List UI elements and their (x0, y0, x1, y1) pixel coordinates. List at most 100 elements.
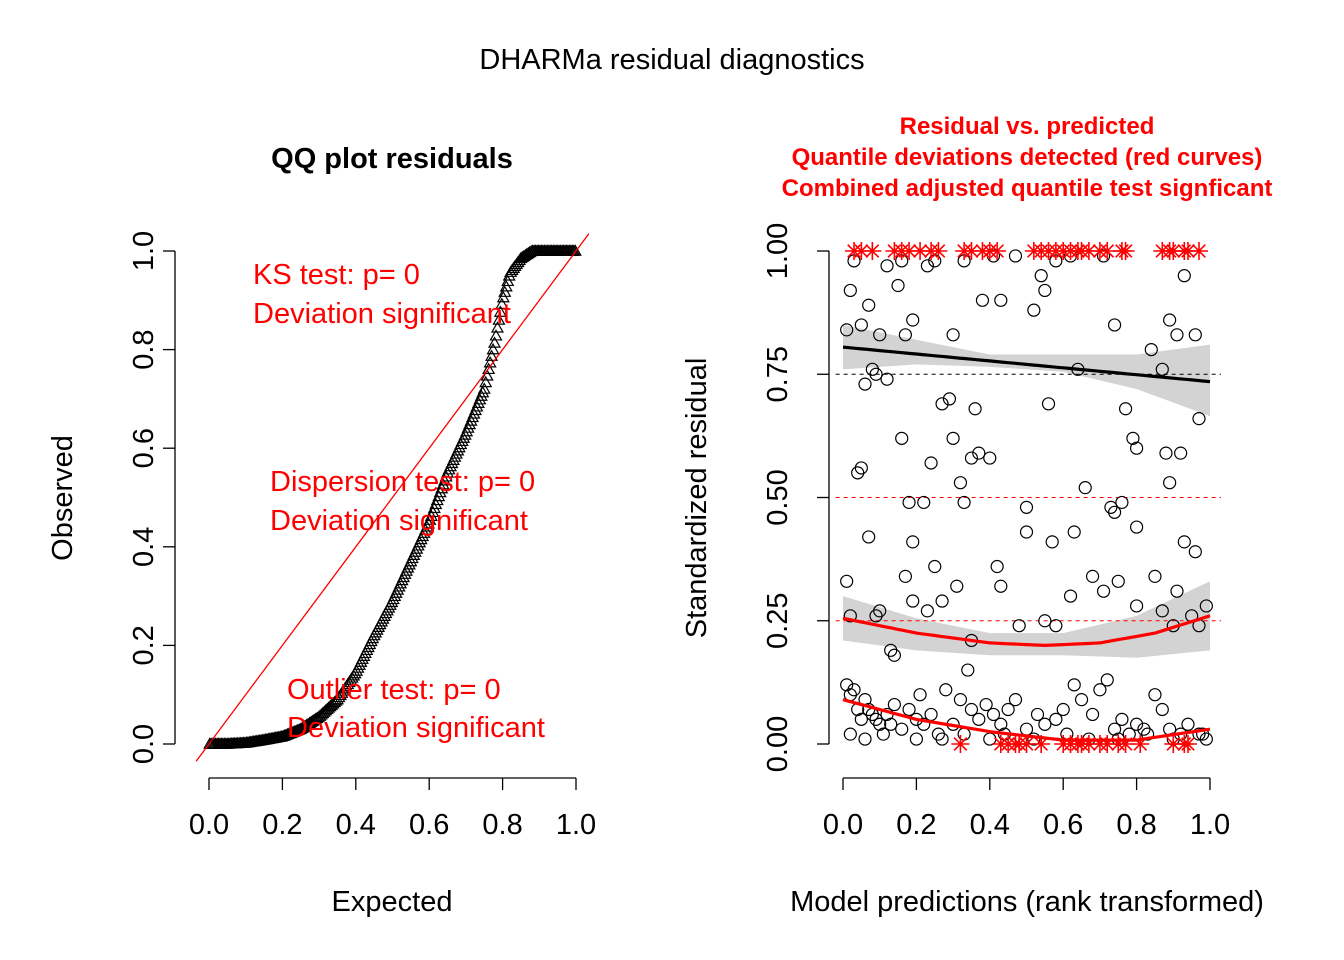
rv-point (1049, 619, 1063, 633)
qq-point (486, 342, 500, 355)
qq-point (423, 513, 437, 525)
rv-point (1038, 283, 1052, 298)
qq-axes: 0.0 0.2 0.4 0.6 0.8 1.0 0.0 0.2 0.4 0.6 0.8 1.0 (128, 231, 596, 841)
qq-point (438, 474, 452, 486)
rv-y-axis-label: Standardized residual (681, 358, 713, 639)
rv-point (854, 712, 868, 726)
dispersion-test-deviation: Deviation significant (270, 505, 528, 537)
rv-point (1001, 702, 1015, 717)
rv-point (942, 392, 957, 406)
rv-point (840, 323, 854, 337)
rv-outlier-star (1017, 735, 1036, 753)
rv-point (847, 683, 861, 697)
qq-point (498, 285, 512, 297)
rv-point (909, 732, 924, 746)
rv-point (1199, 599, 1213, 613)
rv-x-tick-label: 0.8 (1116, 809, 1156, 841)
rv-outlier-star (1178, 735, 1197, 753)
outlier-test-deviation: Deviation significant (287, 712, 545, 744)
rv-point (1074, 693, 1089, 707)
residual-vs-predicted-panel: Residual vs. predicted Quantile deviatio… (681, 113, 1272, 918)
rv-point (1041, 397, 1056, 411)
rv-point (1008, 249, 1023, 263)
qq-y-axis-label: Observed (47, 435, 79, 561)
rv-outlier-star (988, 242, 1007, 260)
qq-point (487, 336, 502, 348)
rv-outlier-star (962, 242, 981, 260)
qq-x-tick-label: 1.0 (556, 809, 596, 841)
rv-point (953, 476, 968, 490)
rv-point (1129, 441, 1144, 455)
rv-point (1155, 604, 1169, 618)
qq-point (432, 489, 446, 502)
rv-point (1019, 500, 1034, 514)
rv-point (1115, 712, 1129, 726)
rv-point (1078, 481, 1092, 495)
qq-point (433, 485, 447, 498)
rv-point (873, 604, 887, 618)
rv-title-line-2: Quantile deviations detected (red curves… (792, 144, 1263, 171)
rv-point (840, 678, 854, 692)
qq-plot-title: QQ plot residuals (271, 143, 513, 175)
rv-point (964, 451, 979, 465)
rv-point (1008, 693, 1023, 707)
rv-point (994, 579, 1008, 593)
rv-x-tick-label: 0.2 (896, 809, 936, 841)
rv-outlier-star (1189, 242, 1208, 260)
rv-x-tick-label: 0.0 (823, 809, 863, 841)
rv-point (990, 559, 1004, 574)
qq-point (490, 321, 504, 333)
rv-point (917, 717, 931, 731)
qq-reference-line (195, 233, 590, 762)
rv-point (843, 609, 857, 623)
rv-point (972, 712, 986, 726)
rv-point (1163, 313, 1177, 327)
rv-point (906, 594, 920, 608)
rv-point (1012, 619, 1026, 633)
rv-point (862, 298, 876, 312)
qq-point (477, 382, 491, 394)
rv-point (1038, 717, 1052, 731)
rv-point (994, 717, 1008, 731)
rv-y-tick-label: 0.75 (762, 346, 794, 402)
rv-point (1177, 269, 1191, 283)
rv-point (1027, 303, 1041, 317)
qq-y-tick-label: 0.6 (128, 428, 160, 468)
rv-point (1056, 702, 1070, 717)
rv-point (1144, 343, 1158, 357)
qq-point (424, 509, 438, 521)
rv-x-tick-label: 0.6 (1043, 809, 1083, 841)
rv-point (884, 717, 898, 731)
rv-point (1107, 318, 1122, 332)
rv-point (964, 702, 979, 717)
rv-point (946, 431, 960, 445)
rv-point (902, 702, 916, 717)
qq-x-tick-label: 0.0 (189, 809, 229, 841)
rv-point (1163, 476, 1177, 490)
rv-point (1181, 717, 1195, 731)
rv-quantile-curve (842, 614, 1211, 648)
qq-y-tick-label: 0.0 (128, 724, 160, 764)
rv-point (1129, 717, 1144, 731)
qq-points (203, 244, 582, 749)
qq-point (499, 280, 513, 292)
rv-point (1192, 412, 1206, 426)
qq-point (429, 497, 443, 510)
rv-point (979, 697, 993, 712)
qq-point (480, 369, 494, 381)
rv-point (920, 259, 935, 273)
rv-point (1027, 732, 1041, 746)
rv-point (1100, 673, 1114, 687)
rv-point (854, 461, 868, 475)
ks-test-result: KS test: p= 0 (253, 259, 420, 291)
rv-title-line-3: Combined adjusted quantile test signfica… (782, 175, 1273, 202)
rv-point (1111, 574, 1125, 588)
rv-point (906, 535, 920, 549)
qq-point (493, 305, 507, 317)
rv-point (1126, 431, 1140, 445)
rv-point (1115, 495, 1129, 510)
rv-point (972, 446, 986, 460)
rv-point (1019, 525, 1034, 539)
rv-y-tick-label: 0.50 (762, 469, 794, 525)
